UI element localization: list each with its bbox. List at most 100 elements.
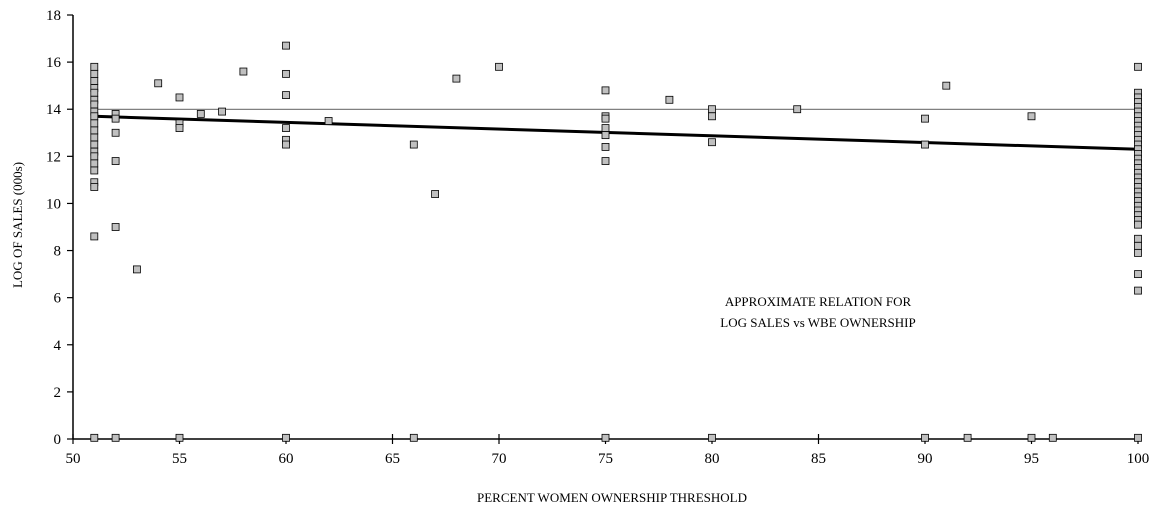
annotation-line-1: APPROXIMATE RELATION FOR [725,294,912,309]
data-point [1134,433,1142,442]
data-point [1134,220,1142,229]
data-point [601,114,610,123]
y-tick-label: 12 [46,149,61,165]
data-point [601,86,610,95]
y-axis-title: LOG OF SALES (000s) [10,162,25,288]
x-tick-label: 100 [1127,451,1150,467]
data-point [90,433,99,442]
y-tick-label: 8 [54,244,62,260]
x-tick-label: 55 [172,451,187,467]
data-point [90,140,99,149]
data-point [154,79,163,88]
data-point [601,131,610,140]
data-point [90,77,99,85]
data-point [282,140,290,149]
data-point [452,74,461,83]
data-point [90,69,99,78]
data-point [963,433,972,442]
data-points-layer [90,41,1142,442]
data-point [708,112,716,121]
data-point [90,183,99,191]
data-point [218,107,227,116]
data-point [90,152,99,161]
data-point [282,91,290,99]
y-tick-label: 10 [46,196,61,212]
x-tick-label: 90 [918,451,933,467]
annotation-line-2: LOG SALES vs WBE OWNERSHIP [720,315,916,330]
data-point [111,433,120,442]
data-point [196,110,205,118]
data-point [90,100,99,109]
y-tick-label: 4 [54,338,62,354]
data-point [601,157,610,165]
data-point [601,124,610,132]
trend-line-layer [94,114,1139,151]
ticks-layer: 0 2 4 6 8 10 12 14 16 18 50 55 60 65 70 75 80 85 90 95 100 [46,8,1149,467]
data-point [409,433,418,442]
data-point [90,119,99,128]
data-point [1027,112,1036,121]
data-point [921,140,929,149]
data-point [90,159,99,168]
data-point [90,166,99,175]
data-point [90,62,99,71]
data-point [921,433,929,442]
y-tick-label: 14 [46,102,62,118]
data-point [495,62,503,71]
data-point [175,433,184,442]
x-tick-label: 85 [811,451,826,467]
x-tick-label: 80 [705,451,720,467]
data-point [111,114,120,123]
y-tick-label: 0 [54,432,62,448]
data-point [132,265,141,274]
y-tick-label: 18 [46,8,61,24]
data-point [239,67,248,76]
axes-layer [72,15,1138,440]
trend-line [94,114,1139,151]
x-tick-label: 75 [598,451,613,467]
data-point [282,69,290,78]
data-point [282,41,290,50]
data-point [1134,249,1142,257]
x-axis-title: PERCENT WOMEN OWNERSHIP THRESHOLD [477,490,747,505]
data-point [111,157,120,165]
data-point [942,81,951,90]
data-point [90,126,99,135]
data-point [431,190,440,198]
y-tick-label: 2 [54,385,62,401]
data-point [409,140,418,149]
data-point [175,124,184,132]
data-point [708,138,716,147]
data-point [1048,433,1057,442]
data-point [111,128,120,137]
data-point [175,93,184,102]
data-point [601,433,610,442]
data-point [90,232,99,241]
data-point [90,133,99,142]
y-tick-label: 6 [54,291,62,307]
data-point [708,433,716,442]
x-tick-label: 65 [385,451,400,467]
data-point [708,105,716,114]
x-tick-label: 50 [66,451,81,467]
x-tick-label: 95 [1024,451,1039,467]
data-point [90,88,99,97]
data-point [282,124,290,132]
data-point [1027,433,1036,442]
data-point [1134,241,1142,250]
data-point [90,112,99,121]
data-point [1134,62,1142,71]
data-point [1134,286,1142,295]
data-point [324,117,333,125]
x-tick-label: 60 [279,451,294,467]
data-point [601,143,610,151]
x-tick-label: 70 [492,451,507,467]
data-point [1134,234,1142,243]
data-point [665,95,674,104]
data-point [793,105,802,114]
data-point [1134,270,1142,279]
data-point [282,433,290,442]
data-point [111,223,120,231]
y-tick-label: 16 [46,55,62,71]
